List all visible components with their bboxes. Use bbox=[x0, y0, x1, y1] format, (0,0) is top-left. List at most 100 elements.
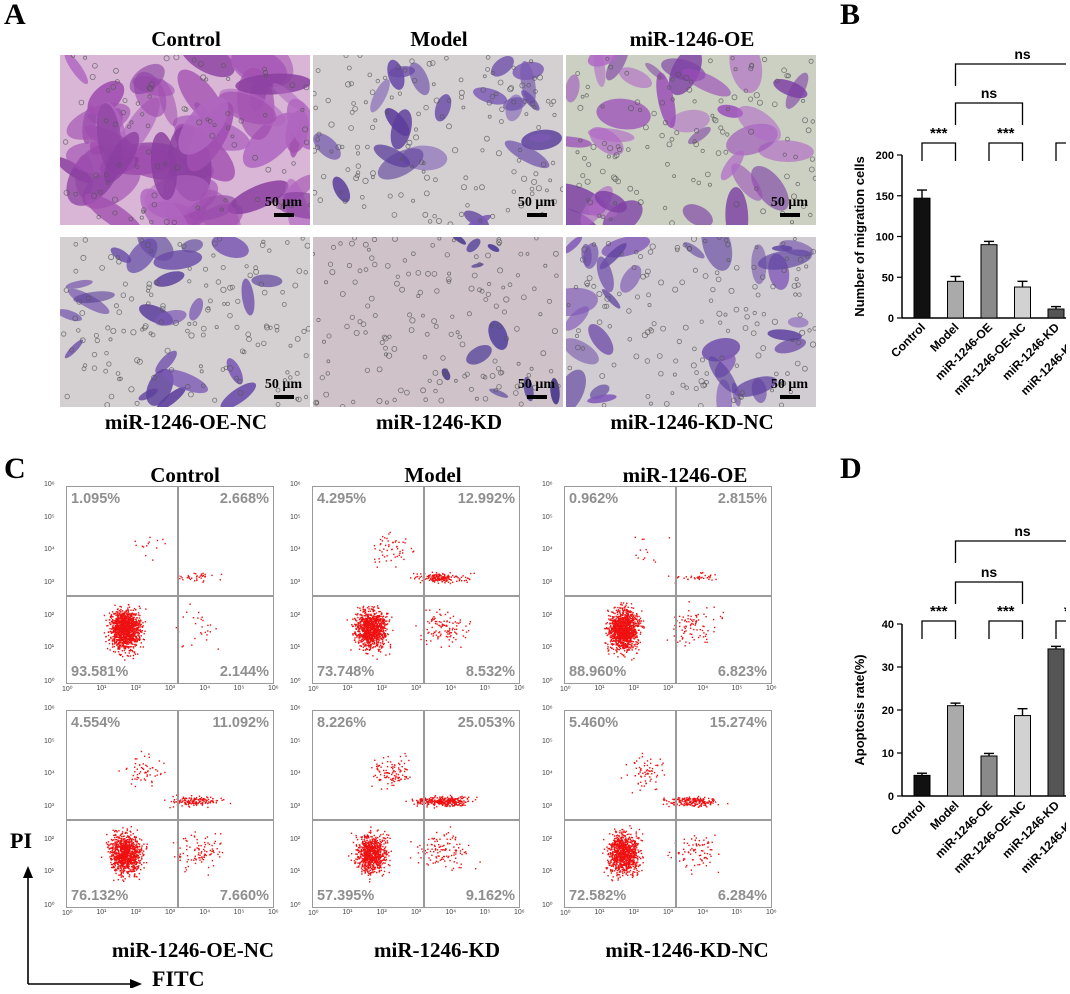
x-tick-label: 10² bbox=[376, 909, 387, 916]
quadrant-percentage-ul: 0.962% bbox=[569, 491, 619, 507]
quadrant-percentage-ll: 88.960% bbox=[569, 664, 627, 680]
quadrant-percentage-ul: 5.460% bbox=[569, 715, 619, 731]
micrograph-title: Model bbox=[410, 27, 468, 51]
quadrant-gate-horizontal bbox=[67, 819, 273, 821]
x-tick-label: 10⁵ bbox=[479, 685, 491, 692]
flow-plot-title: Control bbox=[150, 463, 220, 487]
y-tick-label: 10⁰ bbox=[290, 902, 301, 909]
y-tick-label: 200 bbox=[876, 150, 894, 162]
y-tick-label: 10⁶ bbox=[290, 481, 301, 488]
y-axis-label: Apoptosis rate(%) bbox=[852, 654, 867, 765]
significance-label: ns bbox=[981, 564, 998, 580]
y-tick-label: 10⁴ bbox=[542, 770, 553, 778]
x-tick-label: 10⁴ bbox=[445, 909, 457, 916]
x-tick-label: 10⁶ bbox=[766, 685, 777, 692]
scale-bar-label: 50 μm bbox=[770, 195, 808, 210]
x-tick-label: 10¹ bbox=[342, 685, 353, 692]
y-tick-label: 10¹ bbox=[44, 868, 55, 876]
y-tick-label: 10⁶ bbox=[542, 481, 553, 488]
micrograph-title: miR-1246-OE bbox=[629, 27, 755, 51]
scale-bar bbox=[780, 213, 800, 217]
panel-letter-c: C bbox=[4, 452, 26, 485]
x-tick-label: 10¹ bbox=[96, 909, 107, 916]
scale-bar-label: 50 μm bbox=[264, 377, 302, 392]
y-tick-label: 10³ bbox=[290, 579, 301, 586]
quadrant-percentage-lr: 9.162% bbox=[465, 888, 515, 904]
y-tick-label: 10⁰ bbox=[44, 902, 55, 909]
y-tick-label: 10² bbox=[542, 835, 553, 843]
flow-plot: 10⁰ 10¹ 10² 10³ 10⁴ 10⁵ 10⁶ 10⁰ 10¹ 10² 10³ 10⁴ 10⁵ 1… bbox=[542, 481, 780, 698]
y-tick-label: 30 bbox=[882, 662, 894, 674]
y-tick-label: 10¹ bbox=[542, 644, 553, 652]
y-tick-label: 10⁵ bbox=[44, 513, 55, 521]
x-tick-label: 10⁶ bbox=[268, 909, 279, 916]
quadrant-percentage-ll: 57.395% bbox=[317, 888, 375, 904]
bar bbox=[980, 244, 998, 319]
significance-bracket bbox=[988, 142, 1024, 161]
quadrant-percentage-lr: 7.660% bbox=[219, 888, 269, 904]
scale-bar-label: 50 μm bbox=[517, 195, 555, 210]
significance-label: ns bbox=[1014, 46, 1031, 62]
x-tick-label: 10¹ bbox=[96, 685, 107, 692]
bar bbox=[913, 197, 931, 319]
quadrant-gate-vertical bbox=[423, 711, 425, 907]
x-tick-label: 10³ bbox=[411, 909, 422, 916]
x-tick-label: 10² bbox=[130, 685, 141, 692]
significance-label: *** bbox=[1064, 603, 1066, 620]
y-tick-label: 10⁰ bbox=[542, 678, 553, 685]
scale-bar bbox=[527, 213, 547, 217]
quadrant-percentage-lr: 8.532% bbox=[465, 664, 515, 680]
x-tick-label: 10² bbox=[628, 685, 639, 692]
significance-bracket bbox=[1055, 620, 1070, 639]
x-tick-label: 10⁵ bbox=[233, 685, 245, 692]
y-tick-label: 10⁵ bbox=[290, 737, 301, 745]
quadrant-percentage-ul: 8.226% bbox=[317, 715, 367, 731]
y-tick-label: 10⁰ bbox=[290, 678, 301, 685]
y-tick-label: 0 bbox=[888, 791, 894, 803]
y-tick-label: 10⁴ bbox=[44, 546, 55, 554]
y-tick-label: 10⁵ bbox=[542, 737, 553, 745]
y-tick-label: 10⁴ bbox=[542, 546, 553, 554]
x-tick-label: 10⁴ bbox=[199, 685, 211, 692]
scale-bar bbox=[274, 213, 294, 217]
quadrant-percentage-ul: 1.095% bbox=[71, 491, 121, 507]
quadrant-percentage-ur: 25.053% bbox=[457, 715, 515, 731]
quadrant-percentage-ll: 76.132% bbox=[71, 888, 129, 904]
bar bbox=[980, 755, 998, 797]
x-tick-label: 10⁰ bbox=[560, 910, 571, 917]
significance-bracket bbox=[1055, 142, 1070, 161]
x-tick-label: 10⁰ bbox=[62, 686, 73, 693]
y-tick-label: 10² bbox=[542, 611, 553, 619]
significance-bracket bbox=[954, 540, 1070, 563]
y-axis-label: Number of migration cells bbox=[852, 156, 867, 316]
x-tick-label: 10⁵ bbox=[731, 685, 743, 692]
quadrant-gate-horizontal bbox=[565, 819, 771, 821]
y-axis-label: PI bbox=[10, 828, 32, 853]
quadrant-percentage-ll: 73.748% bbox=[317, 664, 375, 680]
flow-plot-area: 4.295% 12.992% 73.748% 8.532% bbox=[312, 486, 520, 684]
scale-bar bbox=[527, 395, 547, 399]
bar-chart-apoptosis: Apoptosis rate(%) 0 10 20 30 40 Control Model mi… bbox=[840, 500, 1070, 945]
y-tick-label: 10¹ bbox=[542, 868, 553, 876]
flow-plot-title: Model bbox=[404, 463, 462, 487]
x-tick-label: 10⁰ bbox=[560, 686, 571, 693]
micrograph-image: 50 μm bbox=[566, 55, 816, 225]
micrograph-image: 50 μm bbox=[60, 55, 310, 225]
x-tick-label: 10⁶ bbox=[514, 909, 525, 916]
significance-bracket bbox=[921, 620, 957, 639]
significance-bracket bbox=[954, 63, 1070, 86]
bar bbox=[913, 774, 931, 797]
scale-bar bbox=[274, 395, 294, 399]
bar bbox=[1047, 308, 1065, 319]
flow-plot-title: miR-1246-OE-NC bbox=[111, 938, 275, 962]
flow-plot: 10⁰ 10¹ 10² 10³ 10⁴ 10⁵ 10⁶ 10⁰ 10¹ 10² 10³ 10⁴ 10⁵ 1… bbox=[290, 481, 528, 698]
micrograph-image: 50 μm bbox=[566, 237, 816, 407]
x-tick-label: 10⁶ bbox=[268, 685, 279, 692]
y-tick-label: 10² bbox=[44, 611, 55, 619]
panel-letter-d: D bbox=[840, 452, 862, 485]
significance-bracket bbox=[954, 102, 1024, 125]
y-tick-label: 10⁶ bbox=[44, 705, 55, 712]
y-tick-label: 10² bbox=[44, 835, 55, 843]
y-tick-label: 10⁴ bbox=[44, 770, 55, 778]
x-tick-label: 10² bbox=[130, 909, 141, 916]
